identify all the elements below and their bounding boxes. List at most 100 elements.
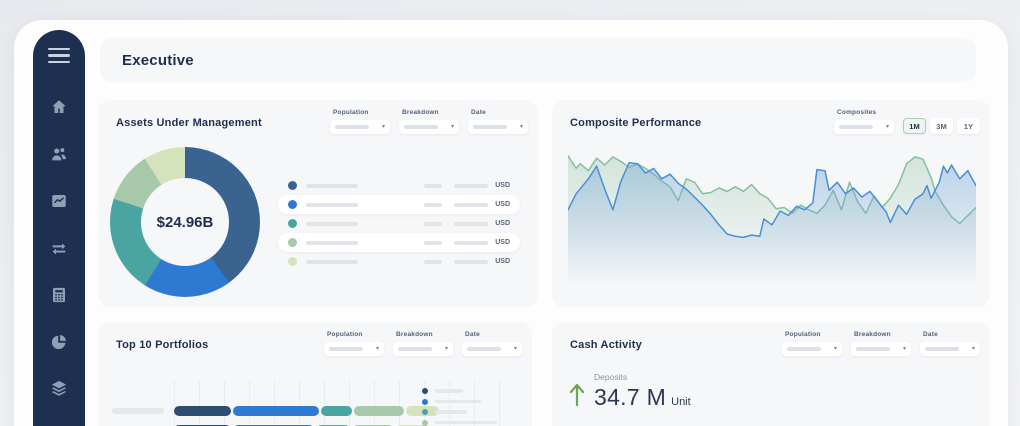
- panel-title: Cash Activity: [570, 339, 642, 351]
- filter-breakdown: Breakdown ▾: [399, 109, 459, 134]
- filter-label: Breakdown: [402, 109, 439, 116]
- series-color-dot: [288, 181, 297, 190]
- bar-segment: [174, 406, 232, 416]
- blue-series-line: [568, 163, 976, 238]
- currency-label: USD: [495, 220, 510, 227]
- range-button-1y[interactable]: 1Y: [957, 118, 980, 134]
- performance-icon: [52, 194, 66, 207]
- select-placeholder: [467, 347, 501, 351]
- select-placeholder: [856, 347, 890, 351]
- sidebar-item-home[interactable]: [47, 97, 71, 116]
- filter-date: Date ▾: [920, 331, 980, 356]
- filter-population: Population ▾: [330, 109, 390, 134]
- redacted-legend-label: [435, 410, 467, 414]
- aum-row[interactable]: USD: [278, 252, 520, 271]
- sidebar-item-transactions[interactable]: [47, 238, 71, 257]
- range-button-3m[interactable]: 3M: [930, 118, 953, 134]
- metric-label: Deposits: [594, 372, 628, 382]
- select-placeholder: [925, 347, 959, 351]
- redacted-portfolio-label: [112, 408, 164, 414]
- redacted-value: [424, 202, 443, 207]
- chevron-down-icon: ▾: [902, 346, 906, 352]
- composite-performance-chart[interactable]: [568, 142, 976, 292]
- sidebar-item-performance[interactable]: [47, 191, 71, 210]
- composites-filter: Composites ▾: [834, 109, 894, 134]
- redacted-value: [454, 183, 489, 188]
- select-placeholder: [404, 125, 438, 129]
- filter-label: Population: [785, 331, 821, 338]
- filter-label: Date: [923, 331, 938, 338]
- redacted-value: [424, 183, 443, 188]
- redacted-legend-label: [435, 420, 497, 425]
- range-toggle-group: 1M 3M 1Y: [903, 118, 980, 134]
- filter-label: Breakdown: [396, 331, 433, 338]
- legend-item: [422, 409, 526, 415]
- sidebar-item-allocation[interactable]: [47, 332, 71, 351]
- sidebar-item-layers[interactable]: [47, 379, 71, 398]
- deposits-metric: Deposits 34.7 M Unit: [570, 372, 691, 411]
- filter-label: Breakdown: [854, 331, 891, 338]
- donut-hole: [141, 178, 229, 266]
- home-icon: [52, 99, 66, 113]
- series-color-dot: [288, 238, 297, 247]
- aum-row[interactable]: USD: [278, 233, 520, 252]
- filter-breakdown: Breakdown ▾: [393, 331, 453, 356]
- range-button-1m[interactable]: 1M: [903, 118, 926, 134]
- sidebar: [33, 30, 85, 426]
- chevron-down-icon: ▾: [833, 346, 837, 352]
- filter-label: Date: [465, 331, 480, 338]
- legend-color-dot: [422, 398, 428, 405]
- select-placeholder: [787, 347, 821, 351]
- redacted-value: [424, 240, 443, 245]
- panel-title: Assets Under Management: [116, 117, 262, 129]
- population-select[interactable]: ▾: [324, 342, 384, 356]
- panel-composite-performance: Composite Performance Composites ▾ 1M 3M 1…: [552, 100, 990, 307]
- redacted-name: [306, 202, 358, 207]
- date-select[interactable]: ▾: [920, 342, 980, 356]
- filter-label: Population: [333, 109, 369, 116]
- breakdown-select[interactable]: ▾: [393, 342, 453, 356]
- aum-row[interactable]: USD: [278, 214, 520, 233]
- series-color-dot: [288, 257, 297, 266]
- series-color-dot: [288, 219, 297, 228]
- transactions-icon: [52, 243, 66, 254]
- calculator-icon: [53, 287, 65, 302]
- filter-date: Date ▾: [468, 109, 528, 134]
- population-select[interactable]: ▾: [330, 120, 390, 134]
- top10-filters: Population ▾ Breakdown ▾ Date ▾: [324, 331, 522, 356]
- date-select[interactable]: ▾: [468, 120, 528, 134]
- clients-icon: [52, 147, 66, 160]
- filter-label: Date: [471, 109, 486, 116]
- population-select[interactable]: ▾: [782, 342, 842, 356]
- aum-breakdown-list: USD USD USD USD USD: [278, 176, 520, 271]
- top10-legend: [422, 388, 526, 426]
- aum-row[interactable]: USD: [278, 176, 520, 195]
- aum-donut-chart[interactable]: $24.96B: [110, 147, 260, 297]
- sidebar-item-calculator[interactable]: [47, 285, 71, 304]
- currency-label: USD: [495, 201, 510, 208]
- chevron-down-icon: ▾: [381, 124, 385, 130]
- legend-item: [422, 419, 526, 426]
- date-select[interactable]: ▾: [462, 342, 522, 356]
- filter-date: Date ▾: [462, 331, 522, 356]
- redacted-name: [306, 240, 358, 245]
- aum-row[interactable]: USD: [278, 195, 520, 214]
- menu-icon[interactable]: [48, 48, 70, 64]
- chevron-down-icon: ▾: [971, 346, 975, 352]
- redacted-value: [454, 259, 489, 264]
- select-placeholder: [335, 125, 369, 129]
- breakdown-select[interactable]: ▾: [851, 342, 911, 356]
- sidebar-item-clients[interactable]: [47, 144, 71, 163]
- panel-title: Top 10 Portfolios: [116, 339, 209, 351]
- currency-label: USD: [495, 182, 510, 189]
- composite-filters: Composites ▾ 1M 3M 1Y: [834, 109, 980, 134]
- redacted-value: [454, 221, 489, 226]
- chevron-down-icon: ▾: [519, 124, 523, 130]
- composites-select[interactable]: ▾: [834, 120, 894, 134]
- chevron-down-icon: ▾: [513, 346, 517, 352]
- filter-breakdown: Breakdown ▾: [851, 331, 911, 356]
- breakdown-select[interactable]: ▾: [399, 120, 459, 134]
- chevron-down-icon: ▾: [885, 124, 889, 130]
- redacted-legend-label: [435, 399, 481, 404]
- select-placeholder: [329, 347, 363, 351]
